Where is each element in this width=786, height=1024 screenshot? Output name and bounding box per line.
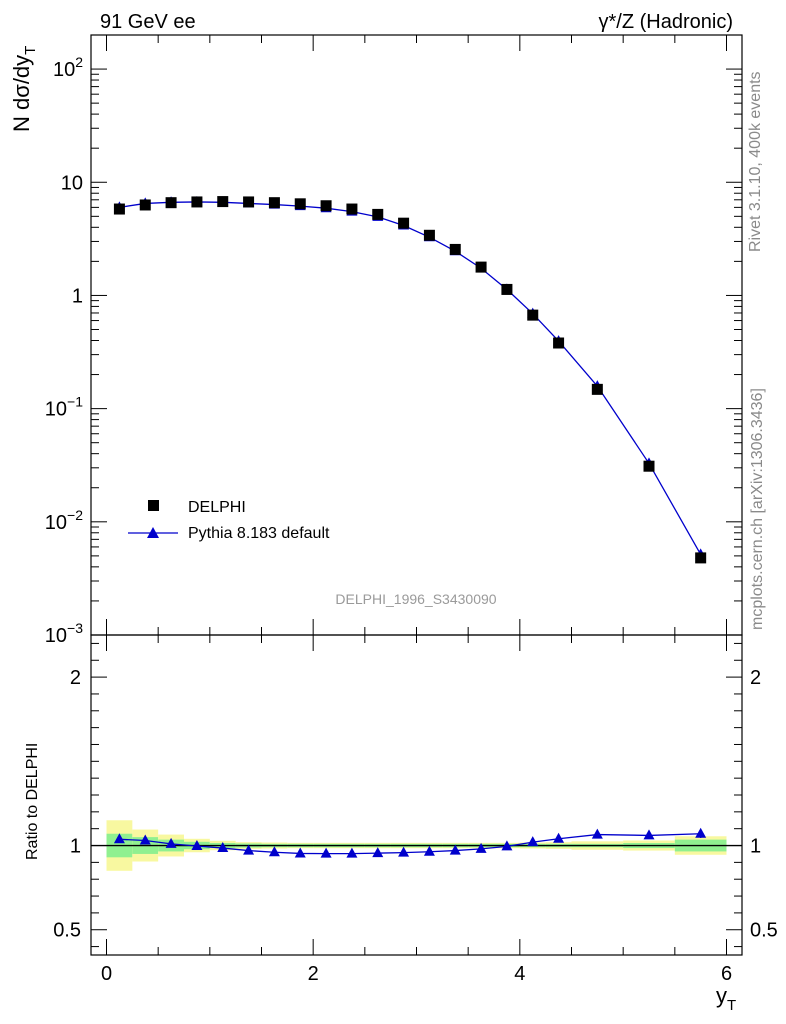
title-left: 91 GeV ee [100,11,196,33]
ratio-y-axis-label: Ratio to DELPHI [24,743,41,860]
data-point [553,337,565,349]
mc-ratio-point [139,834,151,845]
data-point [398,217,410,229]
data-point [191,196,203,208]
mc-ratio-point [449,844,461,855]
y-tick-label: 102 [53,54,83,81]
x-label-main: y [716,983,727,1008]
rivet-version-label: Rivet 3.1.10, 400k events [747,71,764,252]
mc-ratio-point [398,846,410,857]
data-series-main [113,196,707,564]
data-point [113,203,125,215]
x-tick-label: 6 [721,963,732,985]
mc-ratio-point [165,837,177,848]
data-point [475,261,487,273]
x-tick-label: 4 [514,963,525,985]
ratio-y-tick-label-right: 0.5 [750,920,778,942]
ratio-plot-axes: 0.5 0.5 1 1 2 2 0 2 4 6 [53,635,778,985]
title-right: γ*/Z (Hadronic) [599,11,733,33]
x-axis-label: yT [716,983,736,1014]
mc-series-ratio [113,827,707,858]
main-plot-frame [90,34,743,636]
data-point [591,383,603,395]
mc-ratio-point [695,827,707,838]
mc-ratio-point [423,845,435,856]
ratio-plot-frame [90,634,743,956]
mc-ratio-point [501,840,513,851]
data-point [268,197,280,209]
mc-ratio-point [527,836,539,847]
data-point [643,460,655,472]
main-y-axis-label: N dσ/dyT [9,46,39,132]
data-point [501,283,513,295]
mc-ratio-point [643,829,655,840]
data-point [217,196,229,208]
y-tick-label: 10−2 [45,507,83,534]
y-tick-label: 10−1 [45,394,83,421]
mcplots-label: mcplots.cern.ch [arXiv:1306.3436] [749,388,766,630]
ratio-y-tick-label: 0.5 [53,920,81,942]
mc-ratio-point [243,844,255,855]
legend-marker-delphi [148,500,159,511]
data-point [423,229,435,241]
data-point [372,208,384,220]
y-tick-label: 1 [72,285,83,307]
legend-label-delphi: DELPHI [188,499,246,516]
data-point [346,203,358,215]
mc-ratio-point [191,840,203,851]
data-point [527,309,539,321]
legend-label-pythia: Pythia 8.183 default [188,525,330,542]
ratio-y-tick-label: 1 [70,836,81,858]
mc-ratio-point [372,847,384,858]
mc-ratio-point [346,847,358,858]
y-tick-label: 10−3 [45,620,83,647]
mc-ratio-point [591,828,603,839]
mc-ratio-point [475,842,487,853]
data-point [294,198,306,210]
ratio-y-tick-label: 2 [70,667,81,689]
data-point [320,200,332,212]
main-y-label-sub: T [22,46,39,55]
main-y-label-main: N dσ/dy [9,55,34,132]
ratio-y-tick-label-right: 2 [750,667,761,689]
data-point [165,197,177,209]
ratio-y-tick-label-right: 1 [750,836,761,858]
data-point [695,552,707,564]
legend-marker-pythia [147,527,159,538]
main-plot-axes: 10−3 10−2 10−1 1 10 102 [45,34,742,647]
mc-ratio-point [320,847,332,858]
x-tick-label: 2 [308,963,319,985]
mc-ratio-point [113,833,125,844]
x-tick-label: 0 [101,963,112,985]
mc-ratio-point [294,847,306,858]
mc-ratio-point [268,846,280,857]
mc-ratio-point [217,842,229,853]
data-point [243,196,255,208]
data-point [449,243,461,255]
mc-ratio-point [553,832,565,843]
analysis-label: DELPHI_1996_S3430090 [335,591,496,607]
legend: DELPHI Pythia 8.183 default [128,499,330,542]
y-tick-label: 10 [61,172,83,194]
x-label-sub: T [727,997,736,1014]
data-point [139,199,151,211]
